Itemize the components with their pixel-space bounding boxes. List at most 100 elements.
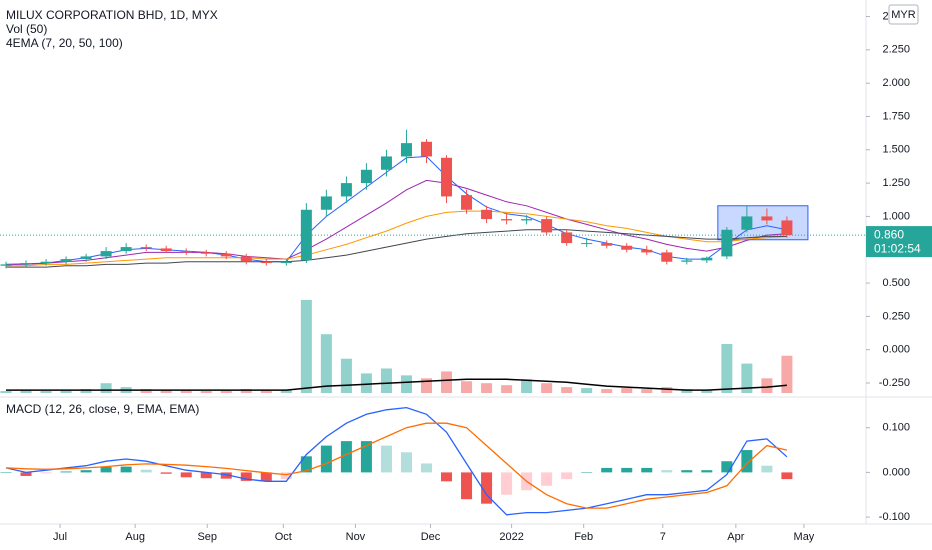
histogram-bar bbox=[400, 452, 412, 473]
volume-bar bbox=[140, 389, 152, 393]
volume-bar bbox=[100, 383, 112, 393]
volume-bar bbox=[461, 381, 473, 393]
histogram-bar bbox=[180, 472, 192, 478]
histogram-bar bbox=[541, 472, 553, 486]
histogram-bar bbox=[721, 461, 733, 473]
volume-bar bbox=[260, 390, 272, 393]
histogram-bar bbox=[461, 472, 473, 500]
ema-line bbox=[6, 229, 787, 268]
candle-body bbox=[661, 252, 673, 262]
volume-bar bbox=[721, 344, 733, 393]
candle-body bbox=[280, 261, 292, 264]
histogram-bar bbox=[561, 472, 573, 480]
y-tick-label: 2.250 bbox=[882, 44, 910, 56]
histogram-bar bbox=[661, 470, 673, 473]
candle-body bbox=[461, 195, 473, 210]
ema-legend: 4EMA (7, 20, 50, 100) bbox=[6, 36, 123, 50]
chart-title: MILUX CORPORATION BHD, 1D, MYX bbox=[6, 8, 218, 22]
volume-bar bbox=[280, 390, 292, 393]
volume-bar bbox=[400, 375, 412, 393]
histogram-bar bbox=[160, 472, 172, 474]
candle-body bbox=[220, 253, 232, 257]
histogram-bar bbox=[60, 471, 72, 473]
volume-bar bbox=[80, 389, 92, 393]
volume-bar bbox=[200, 391, 212, 393]
volume-bar bbox=[621, 388, 633, 393]
histogram-bar bbox=[340, 441, 352, 473]
volume-bar bbox=[420, 378, 432, 393]
volume-bar bbox=[761, 378, 773, 393]
x-tick-label: Feb bbox=[574, 531, 593, 543]
candle-body bbox=[160, 248, 172, 252]
histogram-bar bbox=[140, 469, 152, 473]
ema-line bbox=[6, 210, 787, 267]
x-tick-label: Sep bbox=[197, 531, 217, 543]
y-tick-label: 0.250 bbox=[882, 310, 910, 322]
volume-bar bbox=[320, 334, 332, 393]
histogram-bar bbox=[360, 441, 372, 473]
histogram-bar bbox=[420, 463, 432, 473]
y-tick-label: 0.100 bbox=[882, 422, 910, 434]
volume-bar bbox=[441, 371, 453, 393]
volume-bar bbox=[541, 383, 553, 393]
currency-box bbox=[888, 4, 919, 25]
histogram-bar bbox=[761, 465, 773, 473]
candle-body bbox=[340, 183, 352, 197]
volume-bar bbox=[701, 390, 713, 393]
candle-body bbox=[501, 219, 513, 221]
candle-body bbox=[0, 264, 12, 266]
candle-body bbox=[441, 157, 453, 197]
y-tick-label: 1.750 bbox=[882, 110, 910, 122]
volume-bar bbox=[781, 355, 793, 393]
candle-body bbox=[320, 196, 332, 210]
candle-body bbox=[701, 257, 713, 261]
y-tick-label: -0.100 bbox=[879, 511, 910, 523]
candle-body bbox=[40, 261, 52, 264]
histogram-bar bbox=[701, 470, 713, 473]
histogram-bar bbox=[581, 472, 593, 473]
volume-bar bbox=[360, 373, 372, 393]
volume-bar bbox=[40, 391, 52, 393]
histogram-bar bbox=[200, 472, 212, 479]
macd-line bbox=[5, 406, 788, 516]
volume-bar bbox=[581, 388, 593, 393]
volume-bar bbox=[521, 379, 533, 393]
ema-line bbox=[5, 155, 787, 265]
histogram-bar bbox=[320, 445, 332, 473]
volume-bar bbox=[641, 389, 653, 393]
histogram-bar bbox=[0, 472, 12, 473]
y-tick-label: -0.250 bbox=[879, 377, 910, 389]
candle-body bbox=[200, 252, 212, 254]
histogram-bar bbox=[441, 472, 453, 482]
volume-bar bbox=[481, 383, 493, 393]
histogram-bar bbox=[100, 467, 112, 473]
y-tick-label: 0.500 bbox=[882, 277, 910, 289]
x-tick-label: Apr bbox=[727, 531, 744, 543]
macd-line bbox=[5, 422, 788, 509]
x-tick-label: Jul bbox=[53, 531, 67, 543]
histogram-bar bbox=[240, 472, 252, 481]
candle-body bbox=[20, 263, 32, 265]
histogram-bar bbox=[280, 472, 292, 480]
volume-bar bbox=[661, 387, 673, 393]
candle-body bbox=[180, 251, 192, 253]
rectangle-annotation bbox=[717, 205, 809, 241]
ema-line bbox=[6, 179, 787, 265]
volume-bar bbox=[60, 390, 72, 393]
candle-body bbox=[761, 216, 773, 221]
histogram-bar bbox=[781, 472, 793, 480]
x-tick-label: Dec bbox=[421, 531, 441, 543]
candle-body bbox=[380, 156, 392, 170]
histogram-bar bbox=[380, 445, 392, 473]
candle-body bbox=[481, 209, 493, 220]
price-label-box bbox=[866, 226, 932, 258]
volume-bar bbox=[601, 389, 613, 393]
countdown-label: 01:02:54 bbox=[874, 241, 921, 255]
histogram-bar bbox=[80, 470, 92, 473]
candle-body bbox=[781, 220, 793, 236]
candle-body bbox=[561, 232, 573, 244]
candle-body bbox=[360, 169, 372, 184]
candle-body bbox=[621, 245, 633, 250]
volume-bar bbox=[681, 389, 693, 393]
